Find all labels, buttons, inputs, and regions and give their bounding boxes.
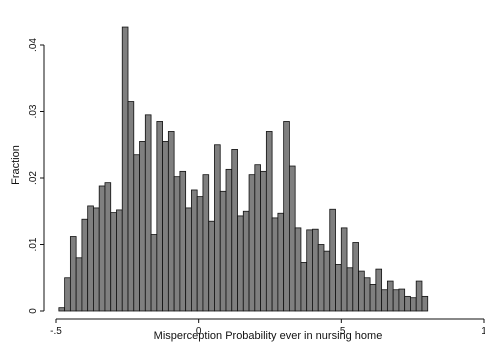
histogram-bar — [116, 209, 123, 312]
histogram-bar — [75, 257, 83, 312]
histogram-bar — [121, 26, 129, 312]
histogram-bar — [294, 227, 302, 312]
histogram-bar — [335, 264, 342, 312]
histogram-bar — [340, 227, 348, 312]
y-tick-label: 0 — [28, 308, 39, 314]
histogram-bar — [173, 176, 181, 312]
histogram-bar — [231, 149, 238, 312]
histogram-bar — [386, 280, 394, 312]
histogram-bar — [265, 131, 273, 312]
histogram-bar — [162, 141, 169, 312]
x-tick-label: .5 — [337, 326, 346, 337]
histogram-bar — [381, 289, 388, 312]
histogram-bar — [98, 185, 106, 312]
histogram-bar — [127, 101, 135, 312]
x-axis: -.5 0 .5 1 — [50, 318, 485, 337]
histogram-bar — [283, 121, 290, 312]
histogram-bar — [133, 154, 140, 312]
histogram-bar — [156, 121, 163, 312]
histogram-bar — [363, 277, 371, 312]
histogram-bar — [110, 212, 117, 312]
histogram-bar — [329, 208, 336, 312]
histogram-bar — [208, 220, 215, 312]
histogram-bar — [81, 218, 89, 312]
histogram-bar — [196, 196, 204, 312]
histogram-bar — [185, 207, 192, 312]
histogram-bar — [306, 229, 313, 312]
histogram-bar — [404, 295, 411, 312]
histogram-bar — [415, 280, 423, 312]
y-tick-label: .01 — [28, 237, 39, 251]
histogram-bar — [346, 267, 354, 312]
histogram-bar — [237, 215, 244, 312]
histogram-bar — [202, 174, 210, 312]
histogram-bar — [317, 244, 325, 312]
histogram-bar — [214, 144, 221, 312]
histogram-bar — [410, 297, 417, 312]
histogram-bar — [260, 170, 267, 312]
x-tick-label: 0 — [196, 326, 202, 337]
histogram-bar — [392, 289, 400, 312]
histogram-bar — [369, 283, 377, 312]
histogram-bar — [191, 189, 198, 312]
x-tick-label: 1 — [481, 326, 485, 337]
y-axis-title: Fraction — [10, 145, 22, 185]
histogram-bar — [300, 262, 308, 312]
histogram-bar — [144, 114, 152, 312]
histogram-bar — [421, 295, 429, 312]
bars-group — [58, 26, 429, 312]
histogram-bar — [352, 242, 359, 312]
y-tick-label: .03 — [28, 104, 39, 118]
histogram-bar — [323, 250, 331, 312]
histogram-bar — [179, 170, 187, 312]
histogram-bar — [225, 168, 233, 312]
histogram-bar — [219, 190, 227, 312]
histogram-bar — [167, 131, 175, 312]
histogram-bar — [248, 174, 256, 312]
x-tick-label: -.5 — [50, 326, 62, 337]
histogram-bar — [254, 164, 261, 312]
histogram-bar — [375, 268, 383, 312]
histogram-bar — [398, 288, 406, 312]
x-axis-title: Misperception Probability ever in nursin… — [154, 330, 383, 342]
histogram-bar — [58, 307, 66, 312]
y-axis: 0 .01 .02 .03 .04 — [28, 38, 45, 314]
histogram-bar — [93, 207, 100, 312]
histogram-bar — [64, 277, 71, 312]
histogram-bar — [271, 217, 279, 312]
histogram-bar — [312, 228, 319, 312]
histogram-bar — [358, 270, 365, 312]
histogram-bar — [150, 234, 158, 312]
histogram-bar — [139, 141, 146, 312]
histogram-bar — [277, 212, 285, 312]
histogram-bar — [288, 165, 296, 312]
y-tick-label: .02 — [28, 171, 39, 185]
histogram-bar — [87, 205, 94, 312]
histogram-bar — [242, 210, 250, 312]
histogram-bar — [104, 182, 112, 312]
histogram-bar — [69, 236, 77, 312]
y-tick-label: .04 — [28, 38, 39, 52]
